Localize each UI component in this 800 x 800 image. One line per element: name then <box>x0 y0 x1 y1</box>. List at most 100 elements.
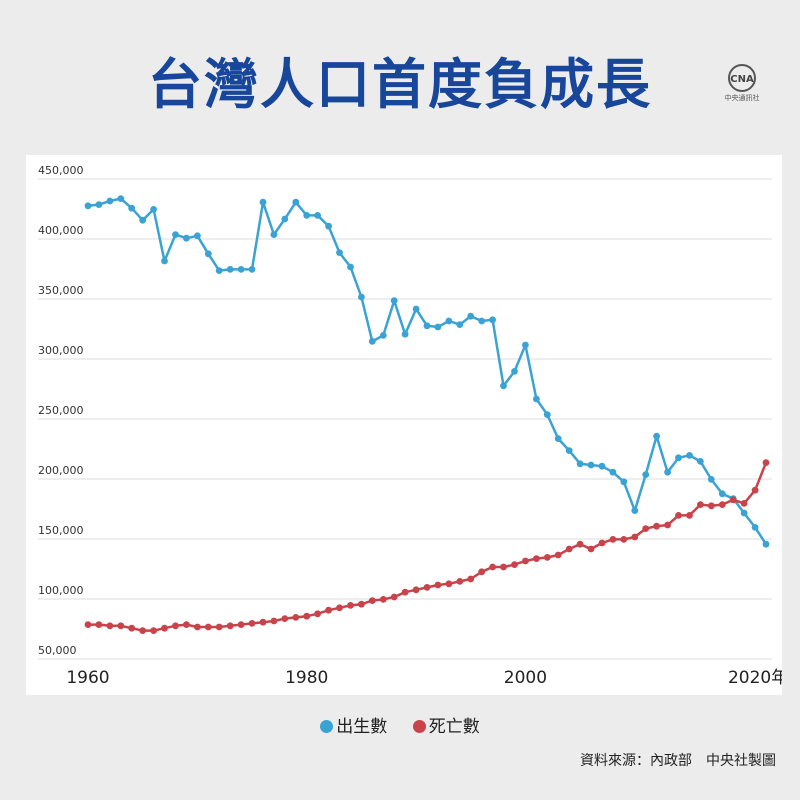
data-point[interactable] <box>740 509 748 517</box>
data-point[interactable] <box>84 621 92 628</box>
data-point[interactable] <box>511 561 518 568</box>
data-point[interactable] <box>161 257 168 265</box>
data-point[interactable] <box>445 317 453 325</box>
data-point[interactable] <box>117 622 125 630</box>
data-point[interactable] <box>336 604 343 612</box>
data-point[interactable] <box>336 249 343 256</box>
data-point[interactable] <box>707 502 715 510</box>
data-point[interactable] <box>150 627 157 634</box>
data-point[interactable] <box>489 316 496 324</box>
data-point[interactable] <box>554 435 562 442</box>
data-point[interactable] <box>609 468 617 476</box>
data-point[interactable] <box>653 522 660 530</box>
data-point[interactable] <box>522 341 529 349</box>
data-point[interactable] <box>314 610 321 618</box>
data-point[interactable] <box>675 454 682 462</box>
data-point[interactable] <box>533 555 540 562</box>
data-point[interactable] <box>204 250 212 258</box>
data-point[interactable] <box>675 512 682 519</box>
data-point[interactable] <box>456 321 464 328</box>
data-point[interactable] <box>172 231 179 238</box>
data-point[interactable] <box>117 195 125 202</box>
data-point[interactable] <box>522 557 529 565</box>
data-point[interactable] <box>500 382 507 390</box>
data-point[interactable] <box>434 581 442 589</box>
data-point[interactable] <box>423 322 431 330</box>
data-point[interactable] <box>467 575 475 583</box>
data-point[interactable] <box>500 563 507 571</box>
data-point[interactable] <box>762 459 770 466</box>
data-point[interactable] <box>314 212 321 219</box>
legend-item-death[interactable]: 死亡數 <box>412 712 480 737</box>
data-point[interactable] <box>543 411 551 418</box>
data-point[interactable] <box>139 216 147 224</box>
data-point[interactable] <box>598 462 606 470</box>
data-point[interactable] <box>686 512 693 519</box>
data-point[interactable] <box>95 621 103 628</box>
data-point[interactable] <box>642 471 650 478</box>
data-point[interactable] <box>183 234 190 242</box>
data-point[interactable] <box>620 478 628 486</box>
data-point[interactable] <box>390 297 398 304</box>
data-point[interactable] <box>664 521 671 529</box>
data-point[interactable] <box>183 621 190 628</box>
data-point[interactable] <box>215 267 223 274</box>
data-point[interactable] <box>467 312 475 320</box>
data-point[interactable] <box>194 623 201 631</box>
data-point[interactable] <box>226 266 234 273</box>
data-point[interactable] <box>106 622 114 630</box>
data-point[interactable] <box>489 563 496 571</box>
data-point[interactable] <box>194 232 201 240</box>
data-point[interactable] <box>565 545 573 553</box>
data-point[interactable] <box>729 496 737 504</box>
data-point[interactable] <box>478 317 486 325</box>
data-point[interactable] <box>368 597 376 604</box>
data-point[interactable] <box>543 554 551 561</box>
data-point[interactable] <box>390 593 398 601</box>
data-point[interactable] <box>368 338 376 345</box>
data-point[interactable] <box>598 539 606 547</box>
data-point[interactable] <box>686 452 693 459</box>
data-point[interactable] <box>270 617 278 625</box>
data-point[interactable] <box>533 395 540 403</box>
data-point[interactable] <box>259 618 267 626</box>
data-point[interactable] <box>106 197 114 205</box>
data-point[interactable] <box>751 524 759 531</box>
data-point[interactable] <box>762 540 770 548</box>
data-point[interactable] <box>347 602 354 609</box>
data-point[interactable] <box>358 600 365 608</box>
data-point[interactable] <box>587 461 595 469</box>
data-point[interactable] <box>423 584 431 591</box>
data-point[interactable] <box>281 615 289 622</box>
data-point[interactable] <box>379 332 387 339</box>
data-point[interactable] <box>697 501 704 508</box>
data-point[interactable] <box>587 545 595 553</box>
data-point[interactable] <box>401 588 409 596</box>
data-point[interactable] <box>128 624 136 632</box>
data-point[interactable] <box>565 447 573 454</box>
data-point[interactable] <box>631 533 639 541</box>
data-point[interactable] <box>303 212 311 219</box>
data-point[interactable] <box>554 551 562 559</box>
data-point[interactable] <box>292 614 300 621</box>
data-point[interactable] <box>281 215 289 223</box>
data-point[interactable] <box>740 500 748 507</box>
data-point[interactable] <box>609 536 617 543</box>
data-point[interactable] <box>84 202 92 210</box>
data-point[interactable] <box>237 266 245 273</box>
data-point[interactable] <box>303 612 311 620</box>
data-point[interactable] <box>270 231 278 238</box>
data-point[interactable] <box>718 490 726 498</box>
data-point[interactable] <box>412 586 420 594</box>
data-point[interactable] <box>751 486 759 494</box>
data-point[interactable] <box>95 201 103 208</box>
data-point[interactable] <box>697 458 704 465</box>
data-point[interactable] <box>139 627 147 634</box>
data-point[interactable] <box>445 580 453 588</box>
data-point[interactable] <box>347 263 354 271</box>
data-point[interactable] <box>172 622 179 630</box>
data-point[interactable] <box>325 222 332 230</box>
data-point[interactable] <box>248 266 256 273</box>
data-point[interactable] <box>292 198 300 206</box>
data-point[interactable] <box>248 620 256 627</box>
